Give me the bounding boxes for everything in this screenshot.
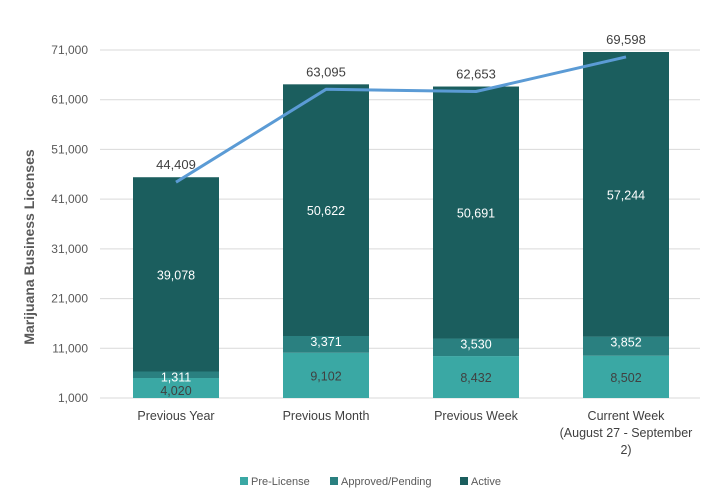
- bar-pre-license: [283, 352, 369, 398]
- total-label: 69,598: [606, 32, 646, 47]
- data-label: 50,622: [307, 204, 345, 218]
- x-tick-label: Current Week (August 27 - September 2): [560, 409, 693, 457]
- data-label: 3,852: [610, 336, 641, 350]
- bar-approved-pending: [283, 335, 369, 353]
- y-tick-label: 51,000: [51, 142, 88, 156]
- legend-label: Active: [471, 476, 501, 488]
- x-tick-label: Previous Month: [283, 409, 370, 423]
- data-label: 3,530: [460, 338, 491, 352]
- bar-active: [433, 86, 519, 339]
- legend-label: Pre-License: [251, 476, 310, 488]
- y-tick-label: 71,000: [51, 43, 88, 57]
- total-line-path: [175, 55, 627, 184]
- bar-approved-pending: [433, 338, 519, 357]
- x-axis-labels: Previous Year Previous Month Previous Week…: [137, 409, 692, 457]
- bar-approved-pending: [133, 371, 219, 379]
- legend-swatch: [330, 477, 338, 485]
- y-tick-label: 21,000: [51, 292, 88, 306]
- bar-pre-license: [583, 355, 669, 398]
- bar-pre-license: [433, 356, 519, 398]
- total-label: 44,409: [156, 157, 196, 172]
- y-axis-title: Marijuana Business Licenses: [21, 149, 37, 345]
- x-tick-label: Previous Week: [434, 409, 519, 423]
- data-label: 1,311: [161, 370, 191, 384]
- x-tick-label: Previous Year: [137, 409, 214, 423]
- legend-label: Approved/Pending: [341, 476, 432, 488]
- total-line: [175, 55, 627, 184]
- legend-swatch: [460, 477, 468, 485]
- total-label: 62,653: [456, 66, 496, 81]
- legend-swatch: [240, 477, 248, 485]
- bars: [133, 51, 669, 398]
- y-axis-ticks: 1,000 11,000 21,000 31,000 41,000 51,000 61,00…: [51, 43, 88, 405]
- data-label: 9,102: [310, 369, 341, 383]
- data-label: 8,432: [460, 371, 491, 385]
- bar-active: [133, 177, 219, 372]
- data-label: 4,020: [160, 384, 191, 398]
- y-tick-label: 1,000: [58, 391, 88, 405]
- data-label: 8,502: [610, 371, 641, 385]
- data-label: 50,691: [457, 207, 495, 221]
- bar-active: [283, 84, 369, 336]
- bar-approved-pending: [583, 336, 669, 356]
- legend: Pre-License Approved/Pending Active: [240, 476, 501, 488]
- data-label: 57,244: [607, 188, 645, 202]
- y-tick-label: 61,000: [51, 93, 88, 107]
- data-label: 3,371: [310, 335, 341, 349]
- bar-active: [583, 51, 669, 337]
- total-label: 63,095: [306, 64, 346, 79]
- bar-pre-license: [133, 378, 219, 398]
- y-tick-label: 31,000: [51, 242, 88, 256]
- y-tick-label: 41,000: [51, 192, 88, 206]
- y-tick-label: 11,000: [52, 341, 88, 355]
- data-label: 39,078: [157, 268, 195, 282]
